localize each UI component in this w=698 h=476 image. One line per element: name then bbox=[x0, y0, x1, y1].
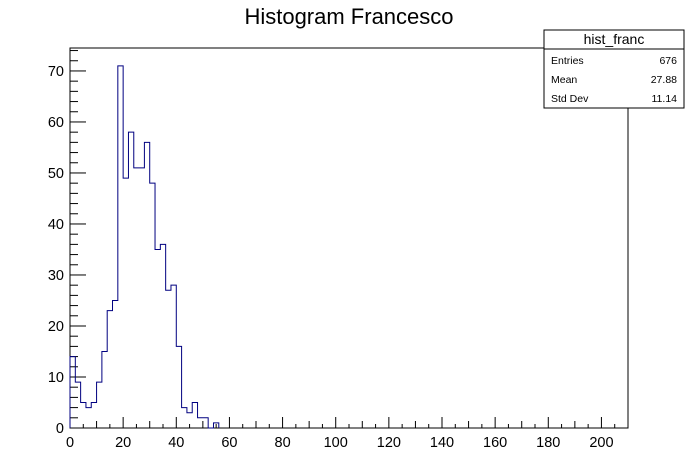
x-tick-label: 120 bbox=[377, 435, 401, 451]
stats-box: hist_franc Entries 676 Mean 27.88 Std De… bbox=[543, 29, 685, 109]
x-tick-label: 140 bbox=[430, 435, 454, 451]
x-tick-label: 60 bbox=[221, 435, 237, 451]
y-axis: 0 10 20 30 40 50 60 70 bbox=[48, 50, 86, 437]
x-tick-label: 20 bbox=[115, 435, 131, 451]
x-tick-label: 180 bbox=[536, 435, 560, 451]
stats-value-entries: 676 bbox=[659, 55, 677, 67]
y-tick-label: 60 bbox=[48, 115, 64, 131]
x-tick-label: 200 bbox=[589, 435, 613, 451]
stats-label-entries: Entries bbox=[551, 55, 584, 67]
stats-value-mean: 27.88 bbox=[651, 74, 677, 86]
stats-box-name: hist_franc bbox=[584, 31, 645, 47]
y-tick-label: 70 bbox=[48, 64, 64, 80]
x-tick-label: 160 bbox=[483, 435, 507, 451]
y-tick-label: 20 bbox=[48, 319, 64, 335]
stats-label-stddev: Std Dev bbox=[551, 93, 589, 105]
x-tick-label: 0 bbox=[66, 435, 74, 451]
y-tick-label: 30 bbox=[48, 268, 64, 284]
x-tick-label: 100 bbox=[324, 435, 348, 451]
y-tick-label: 0 bbox=[56, 421, 64, 437]
stats-label-mean: Mean bbox=[551, 74, 577, 86]
x-tick-label: 80 bbox=[275, 435, 291, 451]
x-tick-label: 40 bbox=[168, 435, 184, 451]
histogram-series-line bbox=[69, 65, 220, 429]
stats-box-frame bbox=[543, 29, 685, 109]
stats-value-stddev: 11.14 bbox=[652, 93, 678, 105]
x-axis: 0 20 40 60 80 100 120 140 160 180 200 bbox=[66, 417, 629, 451]
y-tick-label: 10 bbox=[48, 370, 64, 386]
chart-title: Histogram Francesco bbox=[244, 4, 453, 29]
y-tick-label: 40 bbox=[48, 217, 64, 233]
y-tick-label: 50 bbox=[48, 166, 64, 182]
